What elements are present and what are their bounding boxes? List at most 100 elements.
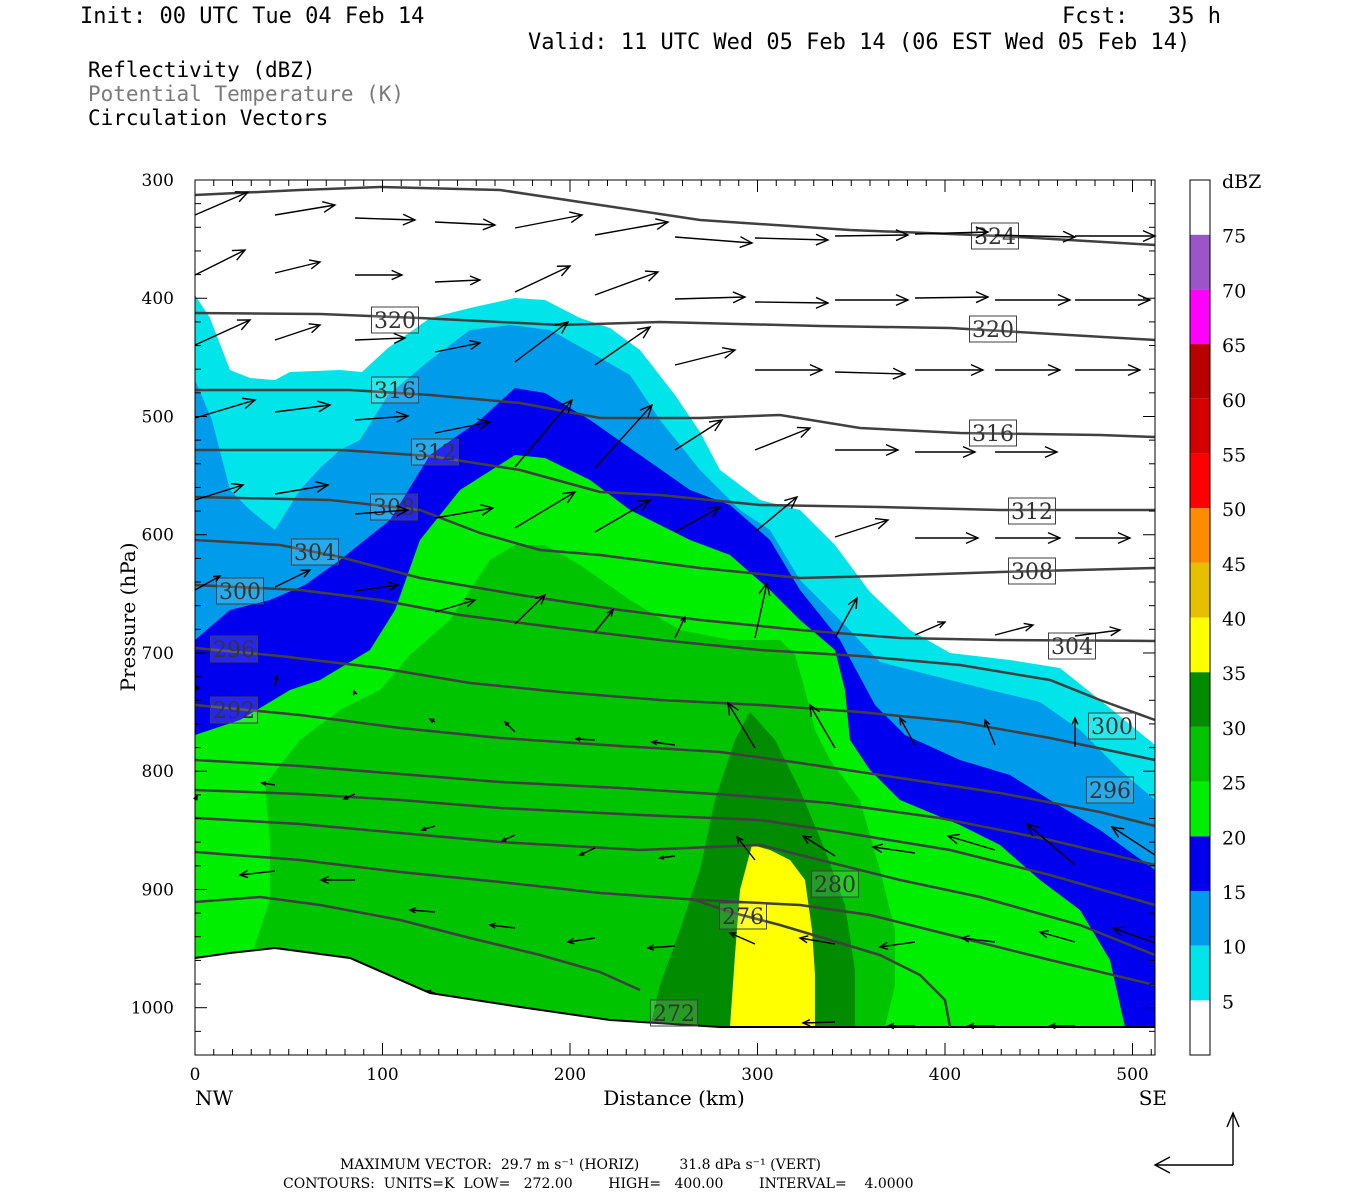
contour-label: 272 [653,1002,695,1027]
contour-label-box [1008,557,1056,585]
circulation-vector [489,924,516,929]
contour-label: 312 [414,441,456,466]
vector-head [1137,293,1152,307]
circulation-vector [727,702,756,749]
contour-label-box [210,635,258,663]
theta-contour [194,816,1156,957]
vector-head [559,398,574,413]
circulation-vector [514,321,569,363]
vector-head [878,941,889,951]
circulation-vector [434,221,496,226]
contour-label: 308 [373,496,415,521]
vector-head [1109,626,1122,637]
vector-head [315,481,330,493]
colorbar-cell [1190,1000,1210,1055]
contour-label-box [1048,632,1096,660]
vector-head [1023,622,1035,632]
circulation-vector [594,609,614,633]
circulation-vector [274,261,321,274]
legend-reflectivity: Reflectivity (dBZ) [88,58,316,82]
max-vector-note: MAXIMUM VECTOR: 29.7 m s⁻¹ (HORIZ) 31.8 … [340,1157,822,1173]
vector-head [655,218,670,230]
contour-label-box [969,315,1017,343]
vector-head [352,689,358,696]
vector-head [946,833,960,845]
circulation-vector [834,234,909,237]
vector-head [1110,826,1125,838]
vector-head [482,218,497,231]
y-tick-label: 300 [142,171,174,191]
circulation-vector [514,491,576,529]
colorbar-tick-label: 20 [1222,827,1246,849]
vector-head [566,937,575,945]
x-tick-label: 100 [366,1065,398,1085]
vector-head [984,718,991,727]
circulation-vector [1026,823,1076,866]
vector-head [464,597,477,608]
vector-head [962,445,977,459]
colorbar-tick-label: 35 [1222,663,1246,685]
contour-label: 300 [219,580,261,605]
contour-label: 316 [374,379,416,404]
vector-head [322,200,337,213]
x-tick-label: 200 [554,1065,586,1085]
circulation-vector [579,847,596,856]
colorbar-frame [1189,179,1211,1056]
colorbar-cell [1190,344,1210,399]
colorbar-tick-label: 55 [1222,444,1246,466]
colorbar-cell [1190,945,1210,1001]
vector-head [871,843,884,854]
circulation-vector [594,221,669,236]
vector-head [885,443,900,457]
vector-head [578,851,585,856]
vector-head [556,265,572,277]
vector-head [966,1022,975,1030]
vector-head [395,410,410,423]
vector-head [230,482,245,494]
circulation-vector [736,836,756,861]
colorbar-tick-label: 60 [1222,390,1246,412]
colorbar-cell [1190,617,1210,673]
contour-label-box [1086,776,1134,804]
circulation-vector [194,399,256,419]
colorbar-tick-label: 45 [1222,554,1246,576]
vector-head [815,233,830,246]
vector-head [535,593,547,605]
vector-head [960,934,970,943]
circulation-vector [914,231,989,235]
theta-contour [194,311,1156,342]
endpoint-left: NW [195,1086,234,1110]
vector-head [469,275,482,286]
plot-frame [194,179,1156,1056]
contour-label-box [719,902,767,930]
vector-head [895,229,910,242]
circulation-vector [239,870,276,876]
circulation-vector [659,855,676,859]
colorbar-cell [1190,398,1210,454]
vector-head [260,781,267,786]
circulation-vector [1074,629,1121,637]
colorbar-cell [1190,781,1210,837]
y-axis-label: Pressure (hPa) [116,543,140,692]
theta-contour [194,703,1156,828]
vector-head [234,191,250,203]
vector-head [1048,1022,1056,1030]
contour-label: 296 [1089,779,1131,804]
circulation-vector [567,937,596,943]
reflectivity-fill-y35 [730,845,815,1027]
contour-label: 304 [294,541,336,566]
vector-head [975,226,990,239]
vector-head [732,291,747,304]
circulation-vector [434,279,481,283]
vector-head [965,531,980,545]
circulation-vector [274,484,329,495]
circulation-vector [194,575,221,591]
circulation-vector [914,621,946,636]
circulation-vector [754,582,768,639]
colorbar-cell [1190,672,1210,727]
circulation-vector [354,509,409,515]
forecast-hour: Fcst: 35 h [1062,4,1221,29]
vector-head [408,907,416,914]
vector-head [636,326,652,339]
circulation-vector [754,496,798,533]
